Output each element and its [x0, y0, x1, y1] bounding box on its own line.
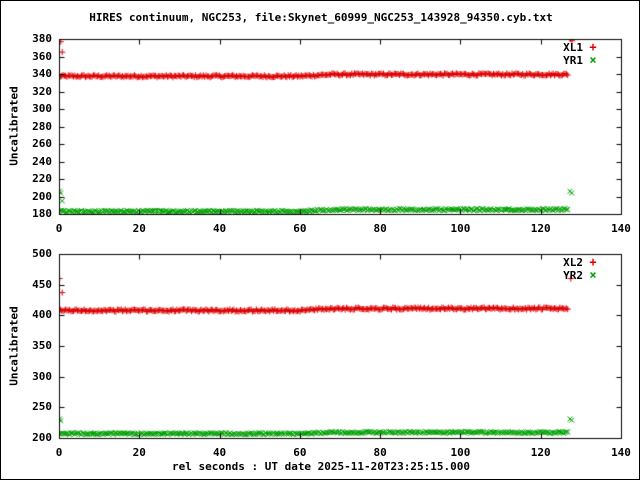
legend-label-xl2: XL2 [563, 256, 583, 269]
x-tick-label: 20 [132, 222, 146, 235]
y-tick-label: 280 [32, 119, 52, 133]
legend-bottom-panel: XL2 + YR2 × [547, 255, 607, 283]
y-tick-label: 180 [32, 207, 52, 220]
x-tick-label: 100 [450, 222, 471, 235]
cross-marker-icon: × [589, 53, 597, 67]
y-tick-label: 300 [32, 102, 52, 115]
x-tick-label: 60 [293, 222, 307, 235]
x-axis-label: rel seconds : UT date 2025-11-20T23:25:1… [171, 460, 470, 473]
x-tick-label: 60 [293, 446, 307, 459]
legend-entry: XL1 + [547, 40, 607, 55]
y-tick-label: 200 [32, 431, 52, 444]
y-tick-label: 200 [32, 189, 52, 203]
x-tick-label: 40 [212, 222, 227, 235]
y-tick-label: 220 [32, 172, 52, 185]
x-tick-label: 140 [611, 222, 631, 235]
y-tick-label: 250 [32, 400, 52, 414]
y-tick-label: 350 [32, 339, 52, 352]
cross-marker-icon: × [589, 268, 597, 282]
plus-marker-icon: + [589, 40, 597, 54]
legend-entry: XL2 + [547, 255, 607, 270]
x-tick-label: 120 [530, 446, 551, 459]
y-tick-label: 260 [32, 137, 52, 150]
x-tick-label: 40 [212, 446, 227, 459]
y-tick-label: 300 [32, 369, 52, 383]
legend-entry: YR2 × [547, 268, 607, 283]
y-tick-label: 500 [32, 247, 52, 260]
x-tick-label: 0 [55, 446, 63, 459]
chart-title: HIRES continuum, NGC253, file:Skynet_609… [89, 11, 553, 24]
x-tick-label: 80 [373, 446, 387, 459]
legend-top-panel: XL1 + YR1 × [547, 40, 607, 68]
x-tick-label: 80 [373, 222, 387, 235]
y-tick-label: 320 [32, 84, 52, 98]
y-tick-label: 400 [32, 308, 52, 322]
y-tick-label: 360 [32, 49, 52, 63]
legend-label-xl1: XL1 [563, 41, 583, 54]
plus-marker-icon: + [589, 255, 597, 269]
x-tick-label: 0 [55, 222, 63, 235]
y-tick-label: 450 [32, 277, 52, 291]
legend-label-yr1: YR1 [563, 54, 583, 67]
y-tick-label: 380 [32, 32, 52, 45]
legend-label-yr2: YR2 [563, 269, 583, 282]
y-tick-label: 240 [32, 154, 52, 168]
x-tick-label: 120 [530, 222, 551, 235]
legend-entry: YR1 × [547, 53, 607, 68]
x-tick-label: 140 [611, 446, 631, 459]
x-tick-label: 20 [132, 446, 146, 459]
y-tick-label: 340 [32, 67, 52, 80]
x-tick-label: 100 [450, 446, 471, 459]
